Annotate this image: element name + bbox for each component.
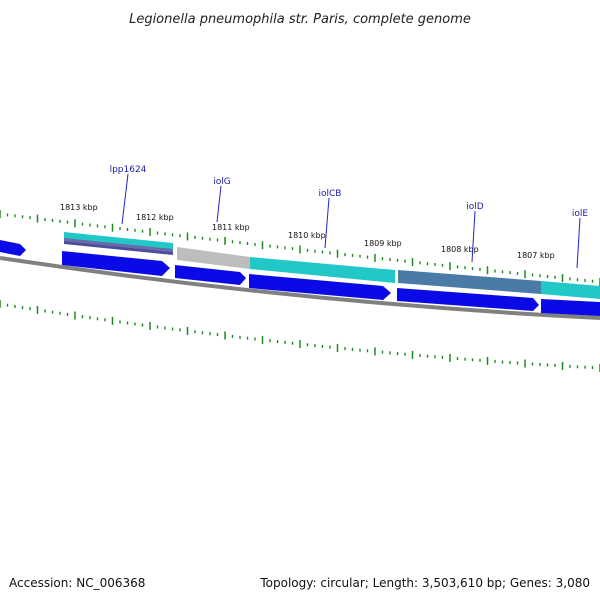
- outer-scale-ticks: [0, 210, 600, 286]
- gene-arrow-track: [0, 240, 600, 316]
- feature-iolG-band[interactable]: [177, 247, 250, 269]
- feature-iolE-band[interactable]: [541, 281, 600, 299]
- map-title: Legionella pneumophila str. Paris, compl…: [129, 12, 471, 27]
- gene-arrow-iolE[interactable]: [541, 299, 600, 316]
- leader-lpp1624: [121, 173, 129, 225]
- gene-label-iolG[interactable]: iolG: [213, 177, 231, 187]
- feature-track: [64, 232, 600, 299]
- scale-label-1813: 1813 kbp: [60, 203, 98, 212]
- leader-iolD: [471, 210, 476, 263]
- scale-label-1812: 1812 kbp: [136, 213, 174, 222]
- gene-arrow-left[interactable]: [0, 240, 26, 256]
- feature-iolD-band[interactable]: [398, 270, 541, 294]
- gene-label-iolCB[interactable]: iolCB: [319, 189, 342, 199]
- accession-text: Accession: NC_006368: [9, 576, 145, 590]
- scale-labels: 1813 kbp 1812 kbp 1811 kbp 1810 kbp 1809…: [60, 203, 555, 260]
- scale-label-1807: 1807 kbp: [517, 251, 555, 260]
- gene-label-lpp1624[interactable]: lpp1624: [110, 165, 147, 175]
- genome-summary-text: Topology: circular; Length: 3,503,610 bp…: [259, 576, 590, 590]
- gene-arrow-iolCB[interactable]: [249, 274, 391, 300]
- leader-iolCB: [324, 197, 330, 249]
- scale-label-1808: 1808 kbp: [441, 245, 479, 254]
- gene-arrow-iolG[interactable]: [175, 265, 246, 285]
- gene-arrow-lpp1624[interactable]: [62, 251, 170, 276]
- scale-label-1811: 1811 kbp: [212, 223, 250, 232]
- scale-label-1810: 1810 kbp: [288, 231, 326, 240]
- genome-backbone: [0, 256, 600, 320]
- feature-lpp1624-stripe2: [64, 241, 173, 255]
- scale-label-1809: 1809 kbp: [364, 239, 402, 248]
- inner-scale-ticks: [0, 300, 600, 372]
- feature-lpp1624-stripe: [64, 238, 173, 252]
- leader-iolG: [216, 185, 222, 223]
- feature-iolCB-band[interactable]: [250, 257, 395, 283]
- gene-arrow-iolD[interactable]: [397, 288, 539, 311]
- gene-label-iolD[interactable]: iolD: [466, 202, 484, 212]
- gene-label-iolE[interactable]: iolE: [572, 209, 589, 219]
- gene-labels: lpp1624 iolG iolCB iolD iolE: [110, 165, 589, 269]
- leader-iolE: [576, 217, 581, 269]
